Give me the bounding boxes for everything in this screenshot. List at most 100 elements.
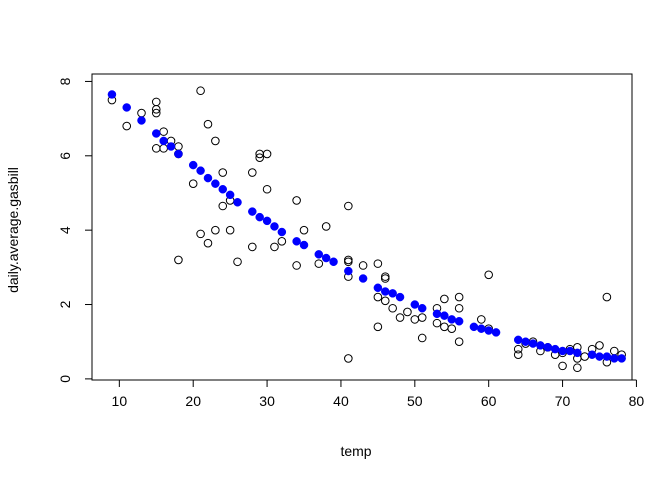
observed-point [299,225,309,235]
observed-point [440,322,449,332]
y-axis-label: daily.average.gasbill [5,167,21,293]
fitted-point [211,179,220,188]
observed-point [292,196,301,205]
observed-point [373,322,383,332]
observed-point [344,257,353,267]
fitted-point [388,289,397,298]
x-axis: 10 20 30 40 50 60 70 80 [112,379,645,409]
observed-point [248,168,257,177]
fitted-point [270,222,279,231]
y-tick-label: 2 [57,300,73,308]
observed-point [292,261,301,270]
observed-point [440,294,449,304]
fitted-point [188,160,198,170]
fitted-point [491,328,501,337]
observed-point [218,201,228,211]
observed-point [395,313,405,322]
fitted-point [595,352,604,361]
fitted-point [203,173,213,183]
fitted-point [373,283,383,293]
observed-point [403,307,412,317]
fitted-point [521,337,530,346]
observed-point [151,108,161,118]
y-tick-label: 4 [57,226,73,234]
fitted-points [107,90,626,363]
observed-point [151,97,161,107]
fitted-point [166,142,176,151]
fitted-point [602,352,612,361]
fitted-point [218,185,228,194]
fitted-point [417,303,427,313]
observed-point [609,346,619,356]
fitted-point [358,274,368,283]
x-tick-label: 20 [185,393,201,409]
fitted-point [565,346,575,356]
fitted-point [225,190,235,200]
observed-point [225,225,235,235]
observed-point [344,354,353,363]
observed-point [573,363,582,373]
observed-point [484,270,493,280]
x-tick-label: 70 [555,393,571,409]
observed-point [477,315,486,324]
fitted-point [536,341,545,350]
fitted-point [587,350,597,359]
observed-point [159,144,168,153]
observed-point [174,142,183,151]
fitted-point [321,253,331,263]
observed-point [196,229,205,239]
observed-point [432,318,442,328]
fitted-point [277,227,287,237]
observed-point [151,105,161,114]
observed-points [107,86,626,373]
observed-point [211,225,220,235]
fitted-point [432,309,442,319]
fitted-point [513,335,523,345]
observed-point [380,274,390,283]
y-tick-label: 0 [57,375,73,383]
fitted-point [255,212,264,222]
x-tick-label: 30 [259,393,275,409]
fitted-point [107,90,117,99]
observed-point [344,255,353,265]
observed-point [203,119,213,129]
x-tick-label: 60 [481,393,497,409]
observed-point [270,242,279,252]
fitted-point [573,348,582,358]
observed-point [277,237,287,246]
fitted-point [174,149,183,159]
fitted-point [248,207,257,216]
observed-point [454,337,464,347]
observed-point [211,136,220,146]
fitted-point [543,343,553,352]
fitted-point [344,266,353,276]
observed-point [262,184,272,194]
observed-point [580,352,590,361]
observed-point [417,333,427,343]
fitted-point [477,324,486,333]
fitted-point [550,344,560,354]
observed-point [233,257,242,267]
fitted-point [299,240,309,250]
fitted-point [314,250,324,259]
observed-point [454,303,464,313]
fitted-point [469,322,479,332]
observed-point [388,303,397,313]
observed-point [203,238,213,248]
observed-point [314,259,324,268]
fitted-point [159,136,168,146]
fitted-point [610,354,619,363]
y-axis: 0 2 4 6 8 [57,77,93,383]
observed-point [373,292,383,302]
fitted-point [292,237,301,246]
observed-point [417,313,427,322]
x-tick-label: 80 [629,393,645,409]
fitted-point [454,317,464,326]
observed-point [380,296,390,306]
y-tick-label: 6 [57,152,73,160]
observed-point [188,179,198,188]
observed-point [262,149,272,159]
fitted-point [152,129,161,138]
observed-point [373,259,383,268]
observed-point [447,324,457,333]
